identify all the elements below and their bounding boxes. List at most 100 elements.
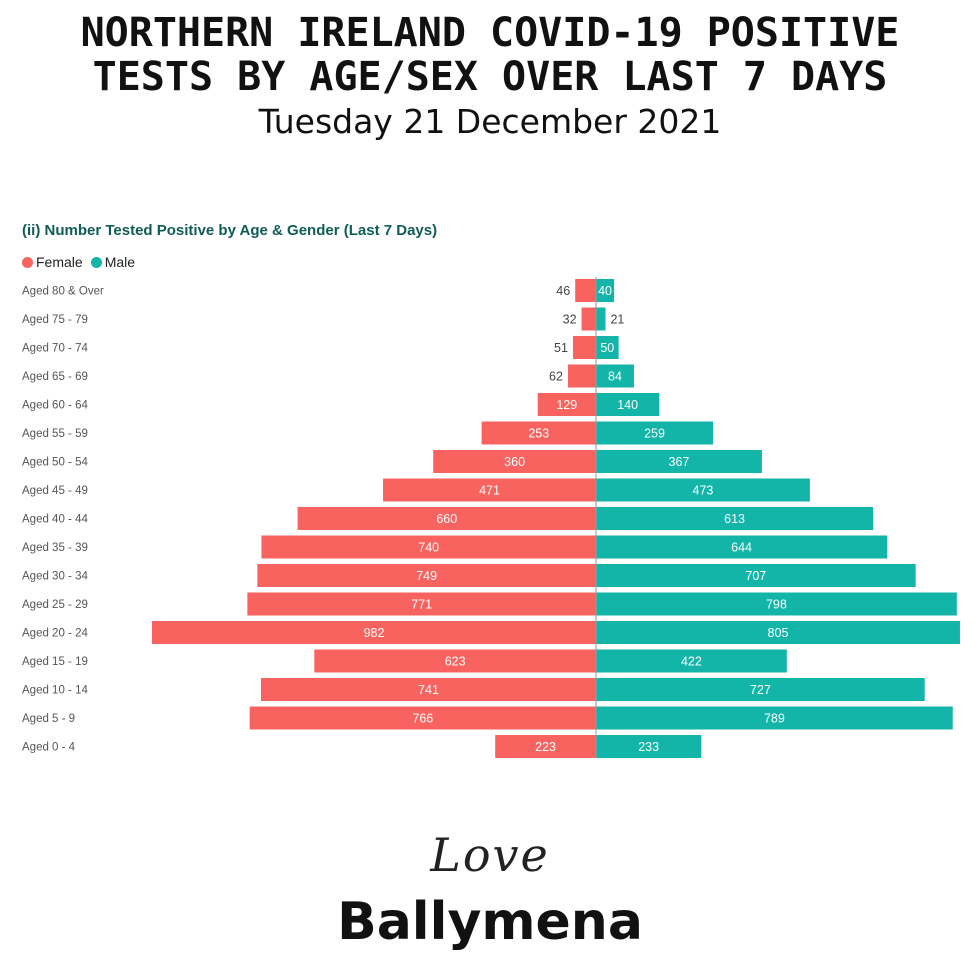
male-value-label: 50 bbox=[600, 341, 614, 355]
male-value-label: 233 bbox=[638, 740, 659, 754]
female-value-label: 223 bbox=[535, 740, 556, 754]
female-bar bbox=[260, 678, 596, 701]
female-bar bbox=[575, 279, 596, 302]
male-value-label: 140 bbox=[617, 398, 638, 412]
male-bar bbox=[596, 364, 634, 388]
age-group-label: Aged 10 - 14 bbox=[22, 685, 88, 697]
chart-title: (ii) Number Tested Positive by Age & Gen… bbox=[22, 222, 438, 239]
male-value-label: 259 bbox=[644, 427, 665, 441]
male-value-label: 644 bbox=[731, 541, 752, 555]
female-bar bbox=[581, 307, 596, 331]
female-bar bbox=[481, 421, 596, 445]
female-bar bbox=[567, 364, 596, 388]
male-value-label: 40 bbox=[598, 284, 612, 298]
male-bar bbox=[596, 393, 660, 416]
age-group-label: Aged 55 - 59 bbox=[22, 428, 88, 440]
age-group-label: Aged 75 - 79 bbox=[22, 314, 88, 326]
male-value-label: 84 bbox=[608, 370, 622, 384]
legend-item-female: Female bbox=[22, 254, 83, 270]
female-value-label: 771 bbox=[411, 598, 432, 612]
male-bar bbox=[596, 336, 619, 359]
male-bar bbox=[596, 535, 888, 559]
male-bar bbox=[596, 507, 874, 530]
age-group-label: Aged 5 - 9 bbox=[22, 713, 75, 725]
age-group-label: Aged 15 - 19 bbox=[22, 656, 88, 668]
male-value-label: 473 bbox=[693, 484, 714, 498]
male-bar bbox=[596, 621, 960, 644]
female-value-label: 740 bbox=[418, 541, 439, 555]
male-value-label: 422 bbox=[681, 655, 702, 669]
age-group-label: Aged 35 - 39 bbox=[22, 542, 88, 554]
female-bar bbox=[572, 336, 596, 359]
male-bar bbox=[596, 706, 953, 730]
female-bar bbox=[495, 735, 596, 758]
chart-legend: Female Male bbox=[22, 254, 143, 270]
male-value-label: 707 bbox=[745, 569, 766, 583]
female-value-label: 51 bbox=[554, 341, 568, 355]
male-value-label: 805 bbox=[768, 626, 789, 640]
age-group-label: Aged 60 - 64 bbox=[22, 400, 88, 412]
female-value-label: 32 bbox=[563, 313, 577, 327]
age-group-label: Aged 30 - 34 bbox=[22, 571, 88, 583]
female-bar bbox=[247, 592, 596, 616]
female-bar bbox=[249, 706, 596, 730]
logo-love-script: Love bbox=[430, 828, 550, 882]
female-value-label: 129 bbox=[556, 398, 577, 412]
age-group-label: Aged 45 - 49 bbox=[22, 485, 88, 497]
legend-female-dot bbox=[22, 256, 33, 268]
male-bar bbox=[596, 279, 615, 302]
male-bar bbox=[596, 478, 810, 502]
male-bar bbox=[596, 450, 762, 473]
legend-item-male: Male bbox=[90, 254, 136, 270]
male-bar bbox=[596, 592, 957, 616]
logo-ballymena-wordmark: Ballymena bbox=[337, 892, 643, 952]
female-bar bbox=[261, 535, 596, 559]
male-bar bbox=[596, 678, 925, 701]
age-group-label: Aged 65 - 69 bbox=[22, 371, 88, 383]
male-bar bbox=[596, 421, 714, 445]
female-value-label: 766 bbox=[412, 712, 433, 726]
female-bar bbox=[257, 564, 596, 587]
legend-female-label: Female bbox=[36, 254, 83, 270]
age-group-label: Aged 20 - 24 bbox=[22, 628, 88, 640]
male-bar bbox=[596, 735, 702, 758]
male-value-label: 367 bbox=[669, 455, 690, 469]
headline-line-2: TESTS BY AGE/SEX OVER LAST 7 DAYS bbox=[92, 54, 888, 100]
female-bar bbox=[537, 393, 596, 416]
age-group-label: Aged 40 - 44 bbox=[22, 514, 88, 526]
female-value-label: 253 bbox=[528, 427, 549, 441]
male-value-label: 789 bbox=[764, 712, 785, 726]
male-value-label: 798 bbox=[766, 598, 787, 612]
female-value-label: 46 bbox=[556, 284, 570, 298]
male-value-label: 613 bbox=[724, 512, 745, 526]
female-value-label: 623 bbox=[445, 655, 466, 669]
headline-line-1: NORTHERN IRELAND COVID-19 POSITIVE bbox=[80, 10, 900, 56]
female-bar bbox=[314, 649, 596, 673]
age-group-label: Aged 0 - 4 bbox=[22, 742, 76, 754]
legend-male-dot bbox=[90, 256, 102, 268]
female-value-label: 660 bbox=[436, 512, 457, 526]
female-bar bbox=[152, 621, 596, 644]
female-value-label: 62 bbox=[549, 370, 563, 384]
female-bar bbox=[433, 450, 596, 473]
male-value-label: 727 bbox=[750, 683, 771, 697]
female-value-label: 360 bbox=[504, 455, 525, 469]
age-group-label: Aged 70 - 74 bbox=[22, 343, 88, 355]
male-bar bbox=[596, 649, 787, 673]
female-value-label: 982 bbox=[364, 626, 385, 640]
male-bar bbox=[596, 564, 916, 587]
age-group-label: Aged 50 - 54 bbox=[22, 457, 88, 469]
female-bar bbox=[297, 507, 596, 530]
age-group-label: Aged 25 - 29 bbox=[22, 599, 88, 611]
legend-male-label: Male bbox=[104, 254, 136, 270]
date-subtitle: Tuesday 21 December 2021 bbox=[258, 102, 722, 141]
male-bar bbox=[596, 307, 606, 331]
female-bar bbox=[383, 478, 596, 502]
female-value-label: 471 bbox=[479, 484, 500, 498]
male-value-label: 21 bbox=[610, 313, 624, 327]
female-value-label: 741 bbox=[418, 683, 439, 697]
female-value-label: 749 bbox=[416, 569, 437, 583]
age-group-label: Aged 80 & Over bbox=[22, 286, 104, 298]
